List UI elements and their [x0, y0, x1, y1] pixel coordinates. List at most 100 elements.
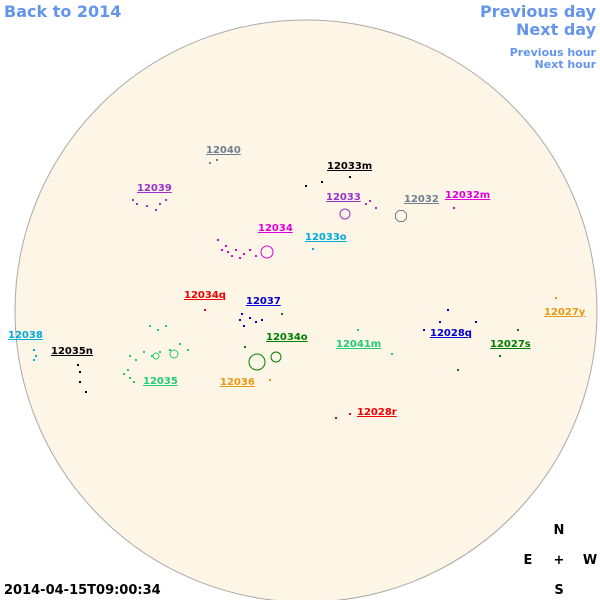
- sunspot: [349, 176, 351, 178]
- region-label[interactable]: 12028r: [357, 407, 397, 418]
- sunspot: [517, 329, 519, 331]
- sunspot: [475, 321, 477, 323]
- sunspot: [35, 355, 37, 357]
- region-label[interactable]: 12033o: [305, 232, 347, 243]
- sunspot: [136, 203, 138, 205]
- region-label[interactable]: 12035: [143, 376, 178, 387]
- region-label[interactable]: 12027y: [544, 307, 586, 318]
- sunspot: [85, 391, 87, 393]
- sunspot-ring: [270, 351, 282, 363]
- region-label[interactable]: 12035n: [51, 346, 93, 357]
- sunspot: [281, 313, 283, 315]
- sunspot: [555, 297, 557, 299]
- sunspot: [369, 200, 371, 202]
- region-label[interactable]: 12037: [246, 296, 281, 307]
- compass-east: E: [524, 553, 533, 568]
- sunspot: [123, 373, 125, 375]
- next-hour-link[interactable]: Next hour: [535, 58, 597, 71]
- sunspot: [217, 239, 219, 241]
- sunspot: [499, 355, 501, 357]
- region-label[interactable]: 12034o: [266, 332, 308, 343]
- sunspot: [365, 203, 367, 205]
- previous-day-link[interactable]: Previous day: [480, 2, 597, 21]
- region-label[interactable]: 12038: [8, 330, 43, 341]
- sunspot: [127, 369, 129, 371]
- sunspot: [225, 245, 227, 247]
- compass-south: S: [554, 583, 563, 598]
- sunspot: [33, 359, 35, 361]
- sunspot: [165, 199, 167, 201]
- sunspot: [305, 185, 307, 187]
- sunspot: [33, 349, 35, 351]
- region-label[interactable]: 12032m: [445, 190, 490, 201]
- sunspot: [391, 353, 393, 355]
- sunspot-ring: [395, 210, 407, 222]
- region-label[interactable]: 12041m: [336, 339, 381, 350]
- sunspot: [159, 351, 161, 353]
- sunspot-ring: [152, 352, 160, 360]
- next-day-link[interactable]: Next day: [516, 20, 597, 39]
- sunspot: [243, 253, 245, 255]
- sunspot: [179, 343, 181, 345]
- region-label[interactable]: 12036: [220, 377, 255, 388]
- region-label[interactable]: 12028q: [430, 328, 472, 339]
- sunspot: [335, 417, 337, 419]
- sunspot: [204, 309, 206, 311]
- sunspot: [227, 251, 229, 253]
- sunspot: [357, 329, 359, 331]
- sunspot-ring: [248, 353, 266, 371]
- sunspot: [221, 249, 223, 251]
- sunspot: [439, 321, 441, 323]
- sunspot: [216, 159, 218, 161]
- region-label[interactable]: 12034q: [184, 290, 226, 301]
- compass-center: +: [554, 553, 565, 568]
- sunspot: [312, 248, 314, 250]
- sunspot: [151, 355, 153, 357]
- sunspot: [143, 351, 145, 353]
- sunspot: [255, 255, 257, 257]
- sunspot: [249, 317, 251, 319]
- region-label[interactable]: 12040: [206, 145, 241, 156]
- region-label[interactable]: 12039: [137, 183, 172, 194]
- sunspot: [423, 329, 425, 331]
- region-label[interactable]: 12033m: [327, 161, 372, 172]
- sunspots: [33, 159, 557, 419]
- compass-north: N: [554, 523, 565, 538]
- sunspot: [321, 181, 323, 183]
- sunspot: [79, 381, 81, 383]
- previous-hour-link[interactable]: Previous hour: [510, 46, 597, 59]
- sunspot: [241, 313, 243, 315]
- sunspot: [243, 325, 245, 327]
- sunspot: [239, 257, 241, 259]
- back-link[interactable]: Back to 2014: [4, 2, 121, 21]
- sunspot: [157, 329, 159, 331]
- sunspot: [457, 369, 459, 371]
- sunspot: [133, 381, 135, 383]
- sunspot: [209, 162, 211, 164]
- sunspot: [129, 355, 131, 357]
- compass-west: W: [583, 553, 597, 568]
- sunspot-ring: [260, 245, 274, 259]
- sunspot: [269, 379, 271, 381]
- region-label[interactable]: 12034: [258, 223, 293, 234]
- sunspot: [447, 309, 449, 311]
- sunspot: [244, 346, 246, 348]
- region-label[interactable]: 12032: [404, 194, 439, 205]
- sunspot: [169, 349, 171, 351]
- sunspot-ring: [169, 349, 179, 359]
- sunspot: [132, 199, 134, 201]
- sunspot: [135, 359, 137, 361]
- sunspot: [261, 319, 263, 321]
- sunspot: [375, 207, 377, 209]
- sunspot: [187, 349, 189, 351]
- sunspot: [231, 255, 233, 257]
- region-label[interactable]: 12027s: [490, 339, 531, 350]
- sunspot: [149, 325, 151, 327]
- timestamp: 2014-04-15T09:00:34: [4, 583, 161, 598]
- sunspot: [155, 209, 157, 211]
- sunspot: [255, 321, 257, 323]
- region-label[interactable]: 12033: [326, 192, 361, 203]
- solar-disk: [14, 19, 598, 600]
- sunspot: [79, 371, 81, 373]
